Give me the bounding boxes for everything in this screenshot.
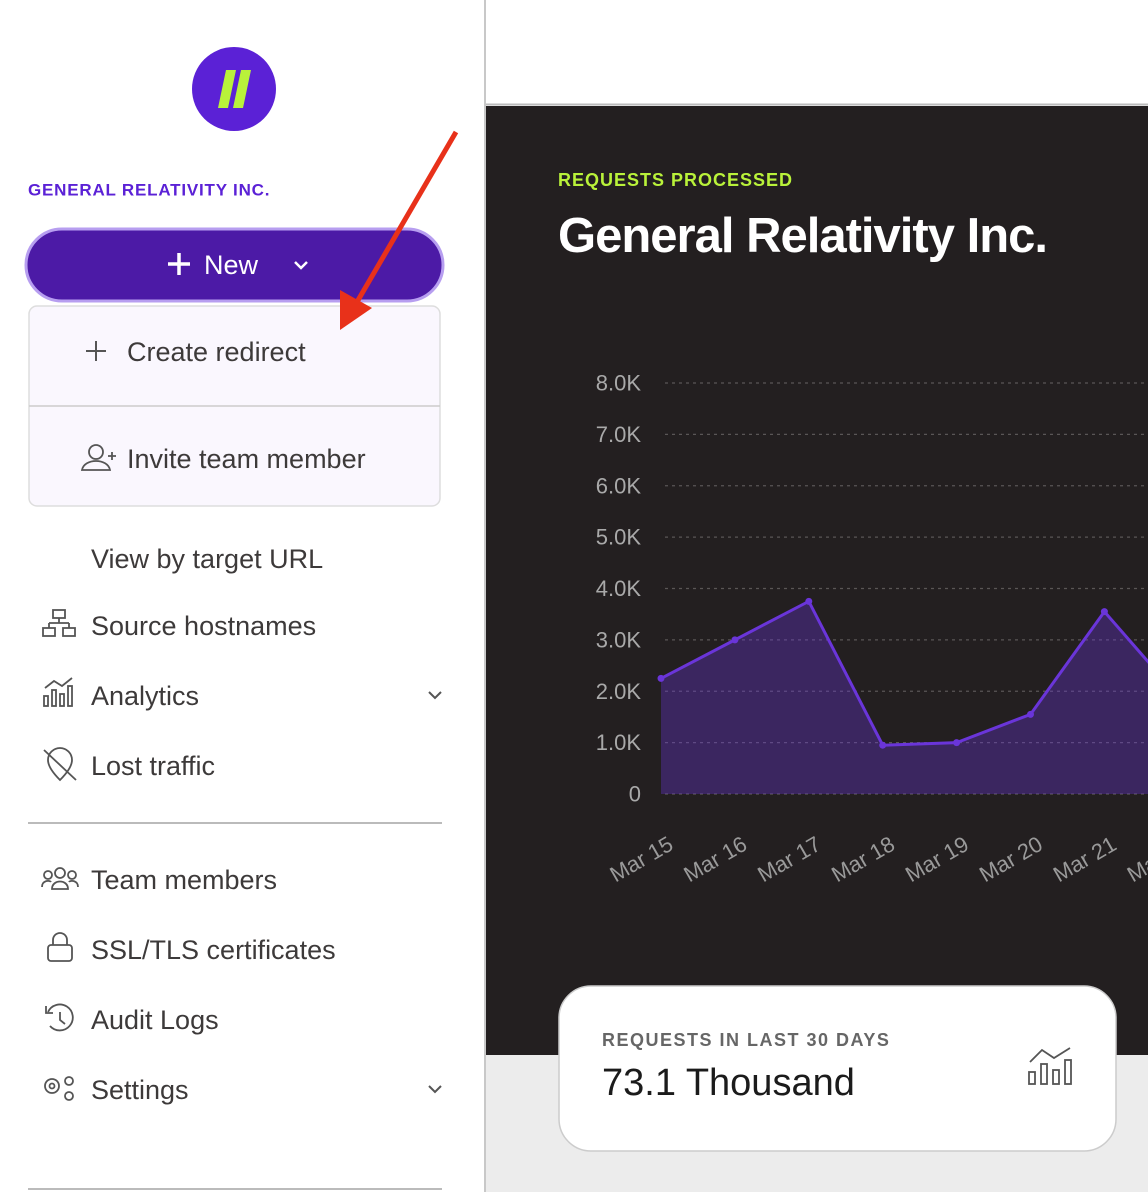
point	[879, 741, 887, 749]
y-tick-label: 1.0K	[596, 730, 642, 755]
dropdown-item[interactable]: Create redirect	[127, 337, 306, 367]
y-tick-label: 8.0K	[596, 371, 642, 396]
y-tick-label: 3.0K	[596, 627, 642, 652]
line	[660, 599, 1148, 747]
point	[953, 739, 961, 747]
y-tick-label: 6.0K	[596, 473, 642, 498]
y-tick-label: 4.0K	[596, 576, 642, 601]
logo[interactable]	[192, 47, 276, 131]
eyebrow: REQUESTS PROCESSED	[558, 170, 793, 190]
stat-card	[558, 985, 1117, 1152]
plus-icon	[168, 253, 190, 275]
y-tick-label: 5.0K	[596, 525, 642, 550]
point	[1027, 710, 1034, 718]
lost-traffic-icon	[43, 747, 77, 782]
hostnames-icon	[42, 609, 76, 637]
menu-item[interactable]: Team members	[91, 865, 277, 895]
dropdown-item[interactable]: Invite team member	[127, 444, 366, 474]
history-icon	[45, 1003, 74, 1032]
stat-label: REQUESTS IN LAST 30 DAYS	[602, 1030, 890, 1050]
new-button[interactable]	[24, 227, 445, 303]
page-title: General Relativity Inc.	[558, 209, 1047, 263]
point	[657, 674, 665, 682]
area	[661, 601, 1148, 794]
point	[731, 636, 739, 644]
point	[1100, 608, 1108, 616]
menu-item[interactable]: View by target URL	[91, 544, 323, 574]
y-tick-label: 7.0K	[596, 422, 642, 447]
menu-item[interactable]: SSL/TLS certificates	[91, 935, 336, 965]
menu-item[interactable]: Analytics	[91, 681, 199, 711]
team-icon	[41, 867, 79, 890]
stat-value: 73.1 Thousand	[602, 1062, 855, 1104]
menu-item[interactable]: Audit Logs	[91, 1005, 219, 1035]
menu-item[interactable]: Lost traffic	[91, 751, 215, 781]
logo-mark	[218, 70, 251, 108]
y-tick-label: 2.0K	[596, 679, 642, 704]
chevron	[428, 691, 442, 700]
menu-item[interactable]: Settings	[91, 1075, 189, 1105]
annotation-arrowhead	[340, 290, 372, 330]
org-name: GENERAL RELATIVITY INC.	[28, 181, 270, 200]
dark-panel	[486, 106, 1148, 1055]
lock-icon	[47, 932, 73, 962]
chevron	[294, 261, 308, 270]
new-button-label: New	[204, 250, 259, 280]
point	[805, 597, 813, 605]
plus-icon	[86, 341, 106, 361]
invite-icon	[80, 444, 116, 471]
top-bar	[486, 0, 1148, 104]
stat-icon	[1028, 1047, 1072, 1085]
chevron	[428, 1085, 442, 1094]
menu-item[interactable]: Source hostnames	[91, 611, 316, 641]
annotation-arrow	[354, 130, 459, 304]
analytics-icon	[43, 677, 73, 707]
y-tick-label: 0	[629, 782, 641, 807]
settings-icon	[44, 1076, 74, 1101]
